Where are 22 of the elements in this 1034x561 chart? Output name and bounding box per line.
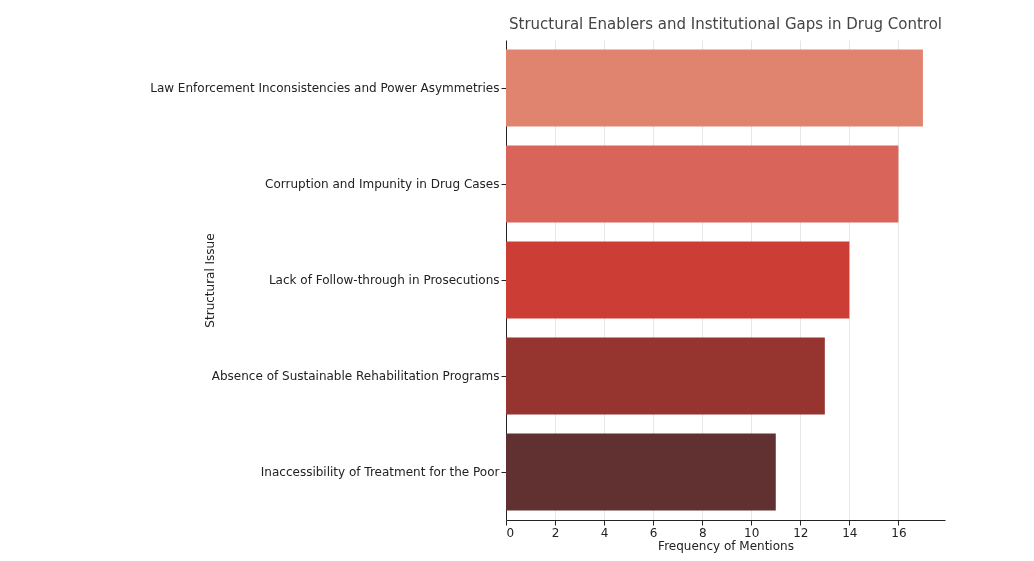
y-tick-label: Inaccessibility of Treatment for the Poor	[260, 465, 500, 479]
bar	[506, 241, 850, 319]
y-axis-title: Structural Issue	[202, 233, 217, 328]
x-tick-label: 8	[698, 525, 707, 540]
x-axis-title: Frequency of Mentions	[658, 538, 794, 553]
y-tick-label: Absence of Sustainable Rehabilitation Programs	[211, 369, 500, 383]
bar	[506, 433, 776, 511]
x-tick-label: 12	[793, 525, 809, 540]
y-tick-label: Law Enforcement Inconsistencies and Power Asymmetries	[150, 81, 500, 95]
bar	[506, 49, 923, 127]
x-tick-label: 2	[551, 525, 560, 540]
y-tick-label: Lack of Follow-through in Prosecutions	[268, 273, 500, 287]
x-tick-label: 6	[649, 525, 658, 540]
x-tick-label: 0	[506, 525, 515, 540]
x-tick-label: 14	[842, 525, 858, 540]
x-tick-label: 16	[891, 525, 907, 540]
x-tick-label: 4	[600, 525, 609, 540]
x-tick-label: 10	[744, 525, 760, 540]
y-tick-label: Corruption and Impunity in Drug Cases	[265, 177, 500, 191]
bar	[506, 337, 825, 415]
chart-title: Structural Enablers and Institutional Gaps in Drug Control	[509, 15, 942, 33]
bar	[506, 145, 899, 223]
